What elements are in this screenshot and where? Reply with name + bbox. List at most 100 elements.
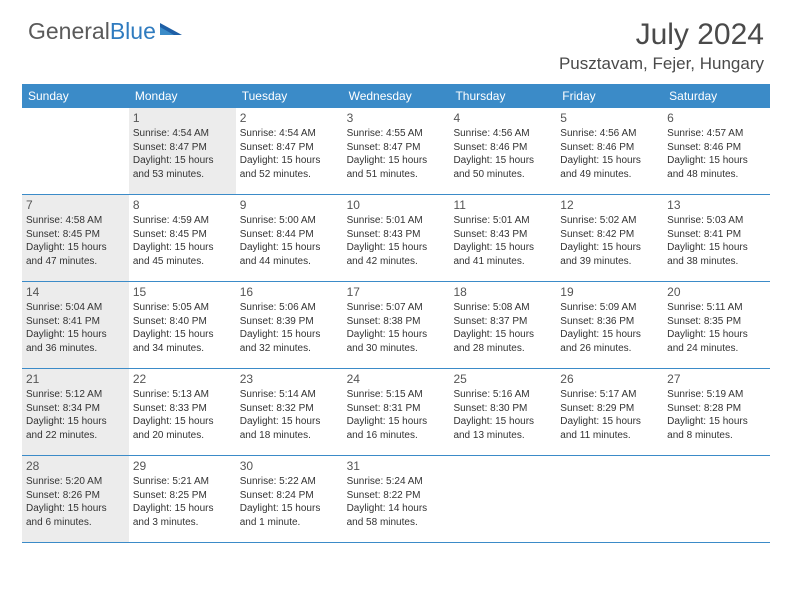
day-details: Sunrise: 4:57 AMSunset: 8:46 PMDaylight:… [667, 127, 766, 181]
day-cell: 17 Sunrise: 5:07 AMSunset: 8:38 PMDayligh… [343, 282, 450, 368]
day-cell: 18 Sunrise: 5:08 AMSunset: 8:37 PMDayligh… [449, 282, 556, 368]
day-cell: 30Sunrise: 5:22 AMSunset: 8:24 PMDayligh… [236, 456, 343, 542]
day-cell: 23 Sunrise: 5:14 AMSunset: 8:32 PMDayligh… [236, 369, 343, 455]
day-details: Sunrise: 4:59 AMSunset: 8:45 PMDaylight:… [133, 214, 232, 268]
day-details: Sunrise: 5:09 AMSunset: 8:36 PMDaylight:… [560, 301, 659, 355]
day-number: 29 [133, 459, 232, 473]
week-row: 14 Sunrise: 5:04 AMSunset: 8:41 PMDayligh… [22, 282, 770, 369]
logo-text-blue: Blue [110, 18, 156, 45]
day-details: Sunrise: 5:24 AMSunset: 8:22 PMDaylight:… [347, 475, 446, 529]
day-cell: 27 Sunrise: 5:19 AMSunset: 8:28 PMDayligh… [663, 369, 770, 455]
day-details: Sunrise: 5:20 AMSunset: 8:26 PMDaylight:… [26, 475, 125, 529]
day-details: Sunrise: 5:12 AMSunset: 8:34 PMDaylight:… [26, 388, 125, 442]
day-cell: 15 Sunrise: 5:05 AMSunset: 8:40 PMDayligh… [129, 282, 236, 368]
day-number: 24 [347, 372, 446, 386]
day-number: 19 [560, 285, 659, 299]
day-number: 6 [667, 111, 766, 125]
day-details: Sunrise: 5:04 AMSunset: 8:41 PMDaylight:… [26, 301, 125, 355]
day-number: 8 [133, 198, 232, 212]
day-number: 1 [133, 111, 232, 125]
day-cell: 2Sunrise: 4:54 AMSunset: 8:47 PMDaylight… [236, 108, 343, 194]
day-cell: 24 Sunrise: 5:15 AMSunset: 8:31 PMDayligh… [343, 369, 450, 455]
logo-flag-icon [160, 19, 184, 44]
day-number: 22 [133, 372, 232, 386]
day-number: 18 [453, 285, 552, 299]
day-cell: 9 Sunrise: 5:00 AMSunset: 8:44 PMDaylight… [236, 195, 343, 281]
day-number: 3 [347, 111, 446, 125]
day-details: Sunrise: 4:54 AMSunset: 8:47 PMDaylight:… [133, 127, 232, 181]
day-details: Sunrise: 5:03 AMSunset: 8:41 PMDaylight:… [667, 214, 766, 268]
day-cell: 10Sunrise: 5:01 AMSunset: 8:43 PMDayligh… [343, 195, 450, 281]
day-details: Sunrise: 4:56 AMSunset: 8:46 PMDaylight:… [453, 127, 552, 181]
day-number: 23 [240, 372, 339, 386]
day-number: 30 [240, 459, 339, 473]
day-cell: 21 Sunrise: 5:12 AMSunset: 8:34 PMDayligh… [22, 369, 129, 455]
day-number: 14 [26, 285, 125, 299]
day-number: 13 [667, 198, 766, 212]
week-row: 28Sunrise: 5:20 AMSunset: 8:26 PMDayligh… [22, 456, 770, 543]
day-number: 10 [347, 198, 446, 212]
day-cell: 20 Sunrise: 5:11 AMSunset: 8:35 PMDayligh… [663, 282, 770, 368]
day-details: Sunrise: 5:11 AMSunset: 8:35 PMDaylight:… [667, 301, 766, 355]
day-number: 11 [453, 198, 552, 212]
day-details: Sunrise: 5:06 AMSunset: 8:39 PMDaylight:… [240, 301, 339, 355]
day-cell: 1 Sunrise: 4:54 AMSunset: 8:47 PMDaylight… [129, 108, 236, 194]
page-header: GeneralBlue July 2024 Pusztavam, Fejer, … [0, 0, 792, 84]
day-number: 15 [133, 285, 232, 299]
dow-header: Thursday [449, 84, 556, 108]
day-cell: 5 Sunrise: 4:56 AMSunset: 8:46 PMDaylight… [556, 108, 663, 194]
day-cell: 19 Sunrise: 5:09 AMSunset: 8:36 PMDayligh… [556, 282, 663, 368]
logo-text-general: General [28, 18, 110, 45]
dow-header: Monday [129, 84, 236, 108]
day-details: Sunrise: 5:08 AMSunset: 8:37 PMDaylight:… [453, 301, 552, 355]
day-details: Sunrise: 5:16 AMSunset: 8:30 PMDaylight:… [453, 388, 552, 442]
day-details: Sunrise: 5:15 AMSunset: 8:31 PMDaylight:… [347, 388, 446, 442]
day-cell [22, 108, 129, 194]
location: Pusztavam, Fejer, Hungary [559, 54, 764, 74]
day-cell: 29 Sunrise: 5:21 AMSunset: 8:25 PMDayligh… [129, 456, 236, 542]
day-cell [556, 456, 663, 542]
day-details: Sunrise: 5:07 AMSunset: 8:38 PMDaylight:… [347, 301, 446, 355]
day-cell: 4Sunrise: 4:56 AMSunset: 8:46 PMDaylight… [449, 108, 556, 194]
dow-header: Sunday [22, 84, 129, 108]
dow-header: Wednesday [343, 84, 450, 108]
day-number: 12 [560, 198, 659, 212]
week-row: 21 Sunrise: 5:12 AMSunset: 8:34 PMDayligh… [22, 369, 770, 456]
day-number: 27 [667, 372, 766, 386]
day-cell: 11Sunrise: 5:01 AMSunset: 8:43 PMDayligh… [449, 195, 556, 281]
day-details: Sunrise: 5:19 AMSunset: 8:28 PMDaylight:… [667, 388, 766, 442]
day-cell: 28Sunrise: 5:20 AMSunset: 8:26 PMDayligh… [22, 456, 129, 542]
day-details: Sunrise: 5:17 AMSunset: 8:29 PMDaylight:… [560, 388, 659, 442]
day-details: Sunrise: 5:02 AMSunset: 8:42 PMDaylight:… [560, 214, 659, 268]
day-number: 9 [240, 198, 339, 212]
dow-header: Tuesday [236, 84, 343, 108]
day-number: 17 [347, 285, 446, 299]
day-number: 20 [667, 285, 766, 299]
title-block: July 2024 Pusztavam, Fejer, Hungary [559, 18, 764, 74]
dow-header-row: SundayMondayTuesdayWednesdayThursdayFrid… [22, 84, 770, 108]
dow-header: Saturday [663, 84, 770, 108]
weeks-container: 1 Sunrise: 4:54 AMSunset: 8:47 PMDaylight… [22, 108, 770, 543]
day-details: Sunrise: 5:21 AMSunset: 8:25 PMDaylight:… [133, 475, 232, 529]
day-details: Sunrise: 4:58 AMSunset: 8:45 PMDaylight:… [26, 214, 125, 268]
day-cell [663, 456, 770, 542]
day-details: Sunrise: 4:56 AMSunset: 8:46 PMDaylight:… [560, 127, 659, 181]
day-cell: 8 Sunrise: 4:59 AMSunset: 8:45 PMDaylight… [129, 195, 236, 281]
day-cell: 13 Sunrise: 5:03 AMSunset: 8:41 PMDayligh… [663, 195, 770, 281]
day-cell: 6 Sunrise: 4:57 AMSunset: 8:46 PMDaylight… [663, 108, 770, 194]
day-number: 26 [560, 372, 659, 386]
day-number: 5 [560, 111, 659, 125]
day-details: Sunrise: 5:00 AMSunset: 8:44 PMDaylight:… [240, 214, 339, 268]
day-number: 25 [453, 372, 552, 386]
day-cell: 22 Sunrise: 5:13 AMSunset: 8:33 PMDayligh… [129, 369, 236, 455]
calendar: SundayMondayTuesdayWednesdayThursdayFrid… [0, 84, 792, 543]
day-cell: 26 Sunrise: 5:17 AMSunset: 8:29 PMDayligh… [556, 369, 663, 455]
day-details: Sunrise: 5:14 AMSunset: 8:32 PMDaylight:… [240, 388, 339, 442]
day-number: 21 [26, 372, 125, 386]
day-cell [449, 456, 556, 542]
day-details: Sunrise: 5:13 AMSunset: 8:33 PMDaylight:… [133, 388, 232, 442]
day-details: Sunrise: 5:05 AMSunset: 8:40 PMDaylight:… [133, 301, 232, 355]
day-number: 31 [347, 459, 446, 473]
day-cell: 14 Sunrise: 5:04 AMSunset: 8:41 PMDayligh… [22, 282, 129, 368]
logo: GeneralBlue [28, 18, 184, 45]
